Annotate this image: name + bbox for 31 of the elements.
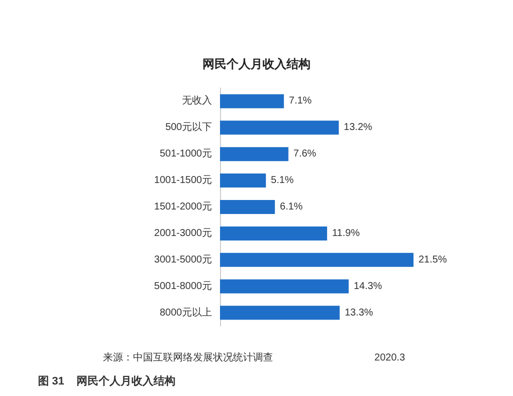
y-tick-label: 1001-1500元	[154, 175, 212, 186]
bar	[220, 279, 349, 294]
y-tick-label: 3001-5000元	[154, 254, 212, 266]
bar	[220, 147, 288, 162]
y-tick-label: 501-1000元	[160, 148, 212, 160]
caption: 图 31 网民个人月收入结构	[38, 374, 176, 388]
data-label: 5.1%	[270, 175, 294, 186]
data-label: 13.3%	[344, 307, 374, 318]
bar	[220, 226, 328, 240]
bar	[220, 306, 340, 320]
source-note: 来源：中国互联网络发展状况统计调查	[103, 352, 273, 364]
y-tick-label: 1501-2000元	[154, 202, 212, 212]
bar	[220, 174, 266, 188]
bar	[220, 200, 275, 214]
data-label: 6.1%	[280, 202, 303, 212]
data-label: 7.1%	[288, 96, 312, 107]
data-label: 21.5%	[418, 254, 447, 266]
chart-title: 网民个人月收入结构	[202, 57, 310, 71]
text: 2020.3	[374, 352, 406, 364]
data-label: 11.9%	[332, 228, 360, 239]
data-label: 14.3%	[354, 280, 382, 292]
data-label: 7.6%	[293, 148, 316, 160]
y-tick-label: 8000元以上	[160, 306, 212, 318]
y-tick-label: 500元以下	[165, 121, 212, 134]
y-tick-label: 5001-8000元	[154, 280, 212, 292]
bar	[220, 94, 284, 108]
data-label: 13.2%	[344, 122, 372, 134]
y-tick-label: 无收入	[182, 94, 212, 107]
bar	[220, 252, 414, 267]
y-tick-label: 2001-3000元	[154, 228, 212, 239]
bar	[220, 120, 339, 135]
